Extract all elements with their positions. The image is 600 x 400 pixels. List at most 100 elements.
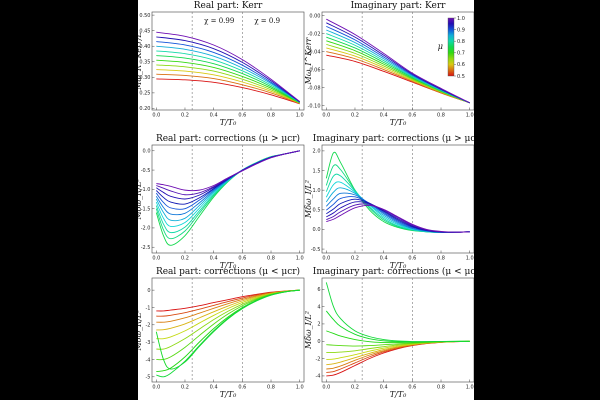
y-tick-label: 1.0 <box>313 188 321 194</box>
x-tick-label: 0.6 <box>238 385 246 391</box>
x-tick-label: 0.2 <box>181 256 189 262</box>
y-tick-label: 2 <box>317 322 320 328</box>
series-group <box>325 151 470 234</box>
colorbar: 1.0 0.9 0.8 0.7 0.6 0.5 μ <box>438 16 465 80</box>
x-tick-label: 1.0 <box>466 113 474 119</box>
x-tick-label: 0.0 <box>322 256 330 262</box>
x-axis-label: T/T₀ <box>220 390 237 399</box>
y-tick-label: 1.5 <box>313 168 321 174</box>
y-tick-label: -0.10 <box>308 103 321 109</box>
y-axis-label: Mω_R^Kerr/L <box>138 32 143 91</box>
y-tick-label: 0.00 <box>309 13 320 19</box>
y-tick-label: 0.50 <box>139 13 150 19</box>
colorbar-tick-label: 0.5 <box>457 74 465 80</box>
x-tick-label: 1.0 <box>296 113 304 119</box>
x-axis-label: T/T₀ <box>220 261 237 270</box>
chart-im-kerr: Imaginary part: Kerr 0.0 0.2 0.4 0.6 0.8 1.0 0.… <box>304 1 474 127</box>
series-line-mu-0-71 <box>156 289 300 373</box>
colorbar-tick-label: 0.8 <box>457 39 465 45</box>
y-tick-label: -2.0 <box>141 226 151 232</box>
x-tick-label: 0.2 <box>351 113 359 119</box>
series-line-mu-0-56 <box>156 289 300 323</box>
series-line-mu-0-95 <box>326 22 470 104</box>
series-line-mu-0-75 <box>326 36 470 104</box>
x-tick-label: 1.0 <box>296 256 304 262</box>
series-line-mu-0-74 <box>156 289 300 378</box>
x-tick-label: 0.2 <box>181 385 189 391</box>
y-tick-label: 4 <box>317 304 320 310</box>
x-tick-label: 0.4 <box>210 385 218 391</box>
chart-re-corr-above: Real part: corrections (μ > μcr) 0.0 0.2 0.… <box>138 133 305 270</box>
y-tick-label: 2.0 <box>313 149 321 155</box>
x-tick-label: 0.0 <box>322 385 330 391</box>
series-line-mu-0-9 <box>156 41 300 103</box>
series-line-mu-0-65 <box>156 64 300 104</box>
series-line-mu-0-98 <box>326 203 470 233</box>
y-tick-label: -0.04 <box>308 49 321 55</box>
x-axis-label: T/T₀ <box>390 390 407 399</box>
series-line-mu-0-85 <box>156 45 300 103</box>
y-tick-label: -5 <box>146 375 151 381</box>
x-tick-label: 0.4 <box>380 113 388 119</box>
y-tick-label: 0.35 <box>139 60 150 66</box>
y-tick-label: 0 <box>317 339 320 345</box>
x-axis-label: T/T₀ <box>390 261 407 270</box>
x-axis-label: T/T₀ <box>220 118 237 127</box>
y-tick-label: -4 <box>146 357 151 363</box>
series-group <box>155 289 300 378</box>
series-line-mu-0-88 <box>155 150 300 216</box>
series-line-mu-0-5 <box>156 78 300 105</box>
x-axis-label: T/T₀ <box>390 118 407 127</box>
chart-title: Imaginary part: corrections (μ < μcr) <box>313 266 474 277</box>
y-tick-label: 0.0 <box>313 227 321 233</box>
series-line-mu-0-53 <box>156 289 300 317</box>
series-line-mu-0-65 <box>326 43 470 104</box>
series-line-mu-0-85 <box>326 29 470 104</box>
y-tick-label: 0.45 <box>139 28 150 34</box>
y-tick-label: 0 <box>147 288 150 294</box>
y-tick-label: -2 <box>146 323 151 329</box>
y-tick-label: -4 <box>316 374 321 380</box>
y-tick-label: -2 <box>316 356 321 362</box>
chart-title: Imaginary part: Kerr <box>351 1 447 11</box>
y-tick-label: 6 <box>317 287 320 293</box>
y-tick-label: -3 <box>146 340 151 346</box>
x-tick-label: 0.2 <box>181 113 189 119</box>
x-tick-label: 0.8 <box>437 113 445 119</box>
y-tick-label: 0.5 <box>313 208 321 214</box>
series-group <box>155 150 300 246</box>
chart-title: Imaginary part: corrections (μ > μcr) <box>313 133 474 144</box>
x-tick-label: 0.4 <box>210 256 218 262</box>
y-tick-label: 0.40 <box>139 44 150 50</box>
chart-im-corr-above: Imaginary part: corrections (μ > μcr) 0.0… <box>304 133 474 270</box>
y-tick-label: -0.08 <box>308 85 321 91</box>
annotation: χ = 0.99 <box>204 17 234 25</box>
series-line-mu-1 <box>326 204 470 233</box>
y-tick-label: 0.0 <box>143 149 151 155</box>
colorbar-bar <box>447 17 455 77</box>
series-line-mu-0-55 <box>326 51 470 104</box>
x-tick-label: 1.0 <box>466 256 474 262</box>
x-tick-label: 0.8 <box>267 256 275 262</box>
x-tick-label: 0.4 <box>380 256 388 262</box>
x-tick-label: 0.6 <box>238 113 246 119</box>
series-group <box>326 18 470 104</box>
x-tick-label: 0.2 <box>351 256 359 262</box>
chart-title: Real part: corrections (μ > μcr) <box>156 133 300 144</box>
colorbar-label: μ <box>438 42 443 51</box>
y-axis-label: Mδω_R/L³ <box>138 179 143 221</box>
x-tick-label: 0.6 <box>408 113 416 119</box>
series-line-mu-0-74 <box>325 282 470 343</box>
series-line-mu-0-59 <box>156 289 300 331</box>
series-line-mu-0-85 <box>155 150 300 222</box>
series-line-mu-0-6 <box>156 69 300 104</box>
series-line-mu-0-75 <box>156 55 300 103</box>
y-tick-label: -0.5 <box>311 247 321 253</box>
plot-frame <box>151 144 305 254</box>
x-tick-label: 1.0 <box>296 385 304 391</box>
y-tick-label: -1.0 <box>141 187 151 193</box>
chart-title: Real part: Kerr <box>194 1 263 11</box>
series-line-mu-0-8 <box>156 50 300 103</box>
